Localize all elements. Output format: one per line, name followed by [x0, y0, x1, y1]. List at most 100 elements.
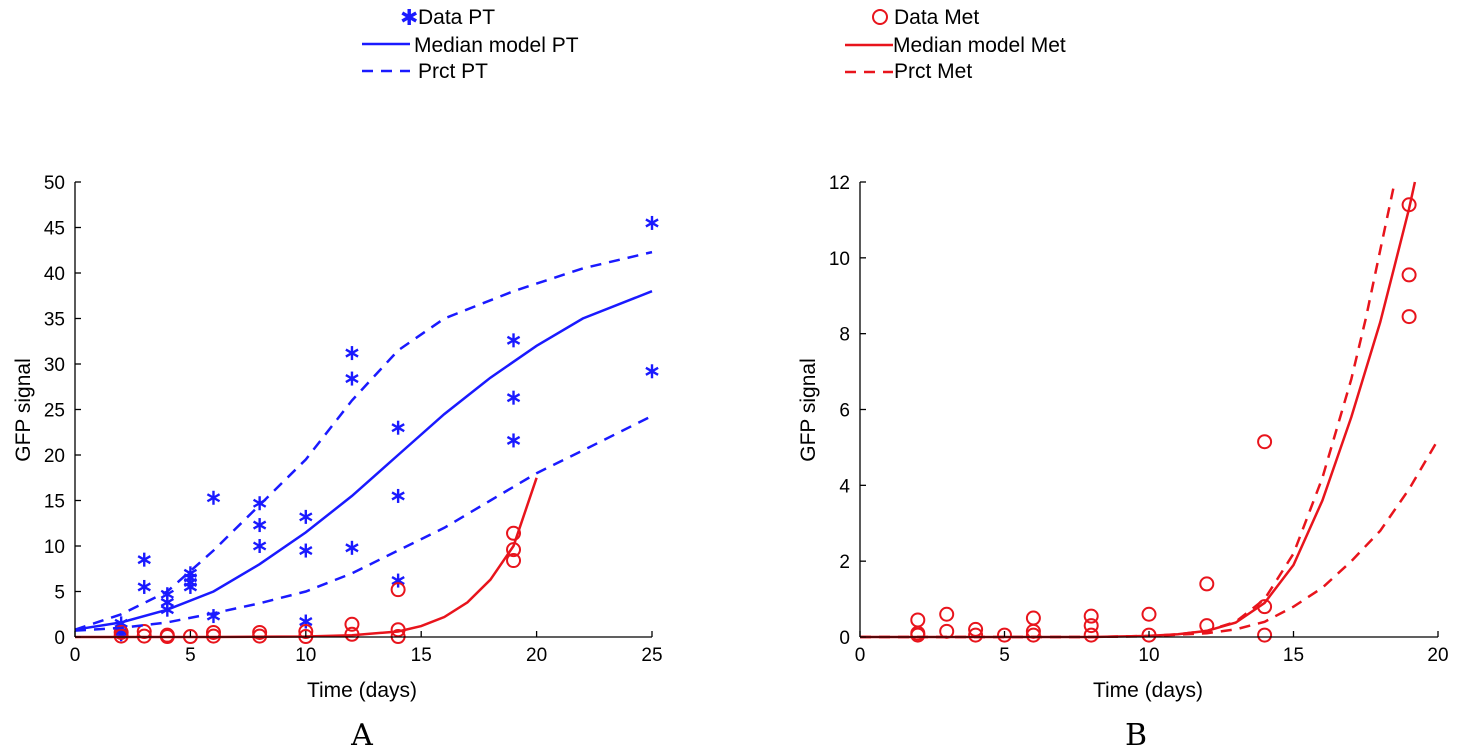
legend-label-data-pt: Data PT — [418, 6, 495, 29]
point-data-pt-a — [206, 609, 221, 624]
point-data-pt-a — [506, 333, 521, 348]
point-data-met-a — [298, 624, 314, 640]
y-tick-label-a: 15 — [44, 492, 65, 513]
y-tick-label-a: 0 — [54, 628, 65, 649]
series-prct-met-b — [860, 181, 1396, 639]
point-data-pt-a — [299, 614, 313, 629]
point-data-pt-a — [345, 371, 359, 386]
panel-b: 0 5 10 15 20 0 2 4 6 8 10 12 Time (days) GFP signal… — [797, 173, 1449, 751]
point-data-pt-a — [645, 364, 659, 379]
panel-b-ticks: 0 5 10 15 20 0 2 4 6 8 10 12 — [829, 173, 1449, 666]
y-tick-label-b: 2 — [839, 552, 850, 573]
point-data-met-a — [506, 553, 522, 569]
y-tick-label-a: 20 — [44, 446, 65, 467]
x-axis-label-b: Time (days) — [1093, 679, 1203, 702]
point-data-met-b — [910, 627, 926, 643]
y-tick-label-b: 0 — [839, 628, 850, 649]
panel-a: 0 5 10 15 20 25 0 5 10 15 20 25 30 35 40 45 50 Time (day… — [12, 173, 663, 751]
panel-label-a: A — [350, 718, 373, 751]
y-axis-label-b: GFP signal — [797, 358, 820, 462]
point-data-pt-a — [391, 573, 405, 588]
point-data-met-b — [968, 627, 984, 643]
x-tick-label-a: 25 — [641, 645, 662, 666]
point-data-met-b — [1083, 627, 1099, 643]
point-data-pt-a — [345, 346, 359, 361]
legend-label-prct-met: Prct Met — [894, 60, 972, 83]
point-data-pt-a — [391, 488, 405, 503]
y-tick-label-b: 4 — [839, 476, 850, 497]
point-data-met-b — [997, 627, 1012, 643]
point-data-pt-a — [645, 215, 659, 230]
y-tick-label-a: 50 — [44, 173, 65, 194]
series-median-model-met-b — [860, 181, 1417, 639]
y-tick-label-a: 5 — [54, 583, 65, 604]
point-data-pt-a — [183, 579, 198, 594]
point-data-pt-a — [137, 579, 151, 594]
point-data-met-a — [344, 616, 360, 632]
y-tick-label-a: 25 — [44, 401, 65, 422]
panel-label-b: B — [1125, 718, 1147, 751]
y-tick-label-b: 8 — [839, 325, 850, 346]
y-tick-label-a: 40 — [44, 264, 65, 285]
point-data-met-b — [1199, 576, 1215, 592]
point-data-met-b — [1083, 608, 1099, 624]
y-tick-label-a: 45 — [44, 219, 65, 240]
point-data-met-b — [1083, 618, 1099, 634]
x-tick-label-a: 5 — [185, 645, 196, 666]
x-tick-label-a: 10 — [295, 645, 316, 666]
x-tick-label-b: 15 — [1283, 645, 1304, 666]
legend-met: Data Met Median model Met Prct Met — [845, 6, 1066, 83]
legend-label-prct-pt: Prct PT — [418, 60, 488, 83]
x-axis-label-a: Time (days) — [307, 679, 417, 702]
y-tick-label-b: 6 — [839, 401, 850, 422]
point-data-met-b — [1025, 627, 1041, 643]
series-prct-pt-a — [74, 414, 653, 632]
panel-a-ticks: 0 5 10 15 20 25 0 5 10 15 20 25 30 35 40 45 50 — [44, 173, 663, 666]
y-tick-label-a: 30 — [44, 355, 65, 376]
point-data-met-a — [390, 582, 406, 598]
x-tick-label-a: 15 — [411, 645, 432, 666]
panel-a-data — [74, 215, 659, 645]
x-tick-label-b: 20 — [1427, 645, 1448, 666]
legend-label-data-met: Data Met — [894, 6, 979, 29]
point-data-met-b — [1257, 627, 1273, 643]
x-tick-label-a: 0 — [70, 645, 81, 666]
point-data-met-b — [910, 612, 926, 628]
x-tick-label-b: 0 — [855, 645, 866, 666]
point-data-pt-a — [252, 518, 267, 533]
y-tick-label-b: 12 — [829, 173, 850, 194]
y-tick-label-b: 10 — [829, 249, 850, 270]
x-tick-label-b: 5 — [999, 645, 1010, 666]
series-prct-pt-a — [74, 250, 653, 631]
point-data-pt-a — [345, 540, 359, 555]
legend-marker-data-pt: ✱ — [400, 6, 418, 31]
point-data-met-a — [506, 525, 522, 541]
point-data-pt-a — [506, 433, 521, 448]
legend-label-median-met: Median model Met — [893, 34, 1066, 57]
x-tick-label-a: 20 — [526, 645, 547, 666]
point-data-pt-a — [299, 543, 313, 558]
point-data-met-b — [1141, 606, 1157, 622]
series-prct-met-b — [860, 439, 1440, 639]
point-data-pt-a — [252, 496, 267, 511]
legend-marker-data-met — [872, 9, 888, 25]
y-tick-label-a: 10 — [44, 537, 65, 558]
y-axis-label-a: GFP signal — [12, 358, 35, 462]
point-data-pt-a — [137, 552, 151, 567]
point-data-met-b — [1401, 309, 1417, 325]
legend-pt: ✱ Data PT Median model PT Prct PT — [362, 6, 579, 83]
point-data-pt-a — [206, 490, 221, 505]
point-data-met-b — [1257, 434, 1273, 450]
y-tick-label-a: 35 — [44, 310, 65, 331]
panel-b-data — [860, 181, 1440, 643]
legend-label-median-pt: Median model PT — [414, 34, 579, 57]
point-data-pt-a — [391, 420, 405, 435]
x-tick-label-b: 10 — [1138, 645, 1159, 666]
point-data-pt-a — [299, 509, 313, 524]
point-data-met-b — [939, 606, 955, 622]
series-median-model-pt-a — [74, 290, 653, 631]
point-data-pt-a — [506, 390, 521, 405]
point-data-met-b — [1401, 267, 1417, 283]
point-data-met-b — [1025, 610, 1041, 626]
